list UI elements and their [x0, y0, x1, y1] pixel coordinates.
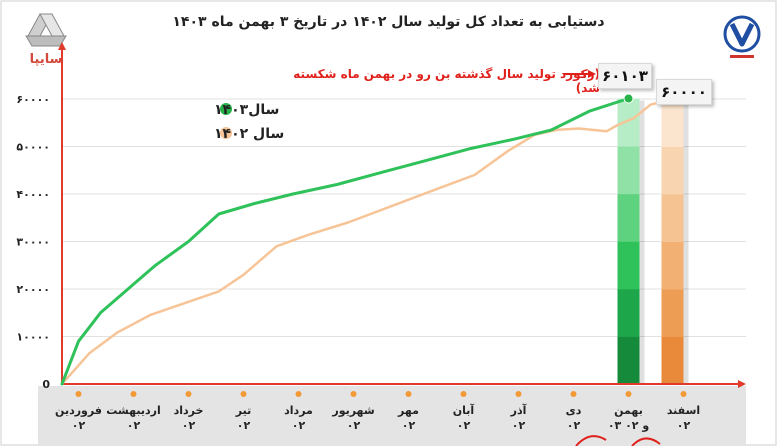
y-tick-label: ۶۰۰۰۰	[16, 93, 50, 106]
decorative-red-arc	[575, 435, 607, 446]
series-endpoint-1403	[623, 93, 634, 104]
x-tick-label: مرداد	[284, 404, 313, 417]
legend-marker	[220, 103, 232, 115]
x-tick-dot	[75, 391, 82, 397]
series-layer	[60, 93, 678, 386]
x-tick-label: اسفند	[667, 404, 700, 417]
x-tick-dot	[240, 391, 247, 397]
y-tick-label: ۴۰۰۰۰	[16, 188, 50, 201]
x-tick-sublabel: ۰۲	[127, 419, 141, 432]
y-tick-label: ۳۰۰۰۰	[16, 236, 50, 249]
saipa-logo-text: سایپا	[29, 52, 63, 67]
bar-1403-segment	[617, 98, 640, 147]
x-axis-arrow-icon	[738, 380, 746, 388]
x-tick-sublabel: ۰۲	[347, 419, 361, 432]
x-tick-dot	[625, 391, 632, 397]
x-tick-label: مهر	[397, 404, 419, 417]
y-tick-label: ۲۰۰۰۰	[16, 283, 50, 296]
x-tick-label: آذر	[510, 403, 527, 417]
x-tick-sublabel: ۰۲	[402, 419, 416, 432]
x-tick-dot	[405, 391, 412, 397]
bar-1403-shade	[639, 100, 645, 385]
axes-layer	[58, 42, 746, 388]
chart-title: دستیابی به تعداد کل تولید سال ۱۴۰۲ در تا…	[172, 14, 605, 30]
saipa-logo-icon	[25, 13, 67, 47]
legend-marker	[220, 127, 232, 139]
x-tick-label: آبان	[453, 403, 475, 417]
x-tick-sublabel: ۰۲	[567, 419, 581, 432]
bar-1403-segment	[617, 336, 640, 385]
x-tick-label: دی	[566, 404, 582, 417]
x-tick-dot	[350, 391, 357, 397]
y-tick-label: ۱۰۰۰۰	[16, 331, 50, 344]
series-line-1402	[60, 97, 674, 386]
decorative-red-arc	[631, 437, 661, 446]
x-tick-dot	[295, 391, 302, 397]
tick-labels-layer: 0 ۱۰۰۰۰ ۲۰۰۰۰ ۳۰۰۰۰ ۴۰۰۰۰ ۵۰۰۰۰ ۶۰۰۰۰ فروردین ۰۲…	[16, 93, 700, 432]
legend-layer: سال۱۴۰۳ سال ۱۴۰۲	[214, 102, 284, 142]
x-tick-dot	[460, 391, 467, 397]
x-tick-sublabel: ۰۲	[677, 419, 691, 432]
bar-1402-segment	[661, 241, 684, 290]
x-tick-sublabel: ۰۳ و ۰۲	[608, 419, 650, 432]
callout-arrow-icon	[564, 70, 596, 78]
x-tick-dot	[515, 391, 522, 397]
bar-1402-segment	[661, 99, 684, 147]
x-tick-dot	[680, 391, 687, 397]
series-line-1403	[60, 97, 630, 386]
brand-v-logo-icon	[723, 15, 761, 58]
x-tick-sublabel: ۰۲	[182, 419, 196, 432]
bar-1402-segment	[661, 289, 684, 337]
x-tick-label: خرداد	[174, 404, 204, 417]
bars-layer	[617, 98, 689, 385]
x-tick-label: شهریور	[331, 404, 374, 417]
x-tick-sublabel: ۰۲	[237, 419, 251, 432]
bar-1403-segment	[617, 288, 640, 337]
bar-1402-segment	[661, 146, 684, 195]
y-tick-label: ۵۰۰۰۰	[16, 141, 50, 154]
x-tick-sublabel: ۰۲	[72, 419, 86, 432]
badge-1403-total: ۶۰۱۰۳	[598, 63, 652, 89]
x-tick-sublabel: ۰۲	[457, 419, 471, 432]
bar-1402-shade	[683, 101, 689, 384]
legend-label: سال ۱۴۰۲	[214, 126, 284, 142]
x-tick-label: تیر	[235, 404, 251, 417]
bar-1402-segment	[661, 194, 684, 242]
record-callout: (رکورد تولید سال گذشته بن رو در بهمن ماه…	[293, 67, 600, 95]
x-tick-label: بهمن	[614, 404, 643, 417]
y-axis-arrow-icon	[58, 42, 66, 50]
y-tick-label: 0	[42, 378, 50, 391]
x-tick-sublabel: ۰۲	[292, 419, 306, 432]
x-tick-dot	[130, 391, 137, 397]
bar-1403-segment	[617, 193, 640, 242]
legend-label: سال۱۴۰۳	[214, 102, 279, 118]
x-tick-dot	[570, 391, 577, 397]
x-tick-label: فروردین	[55, 404, 102, 417]
bar-1402-segment	[661, 336, 684, 385]
bar-1403-segment	[617, 241, 640, 290]
x-tick-dot	[185, 391, 192, 397]
badge-1402-total: ۶۰۰۰۰	[656, 79, 712, 105]
bar-1403-segment	[617, 146, 640, 195]
x-tick-label: اردیبهشت	[106, 404, 160, 417]
x-tick-sublabel: ۰۲	[512, 419, 526, 432]
